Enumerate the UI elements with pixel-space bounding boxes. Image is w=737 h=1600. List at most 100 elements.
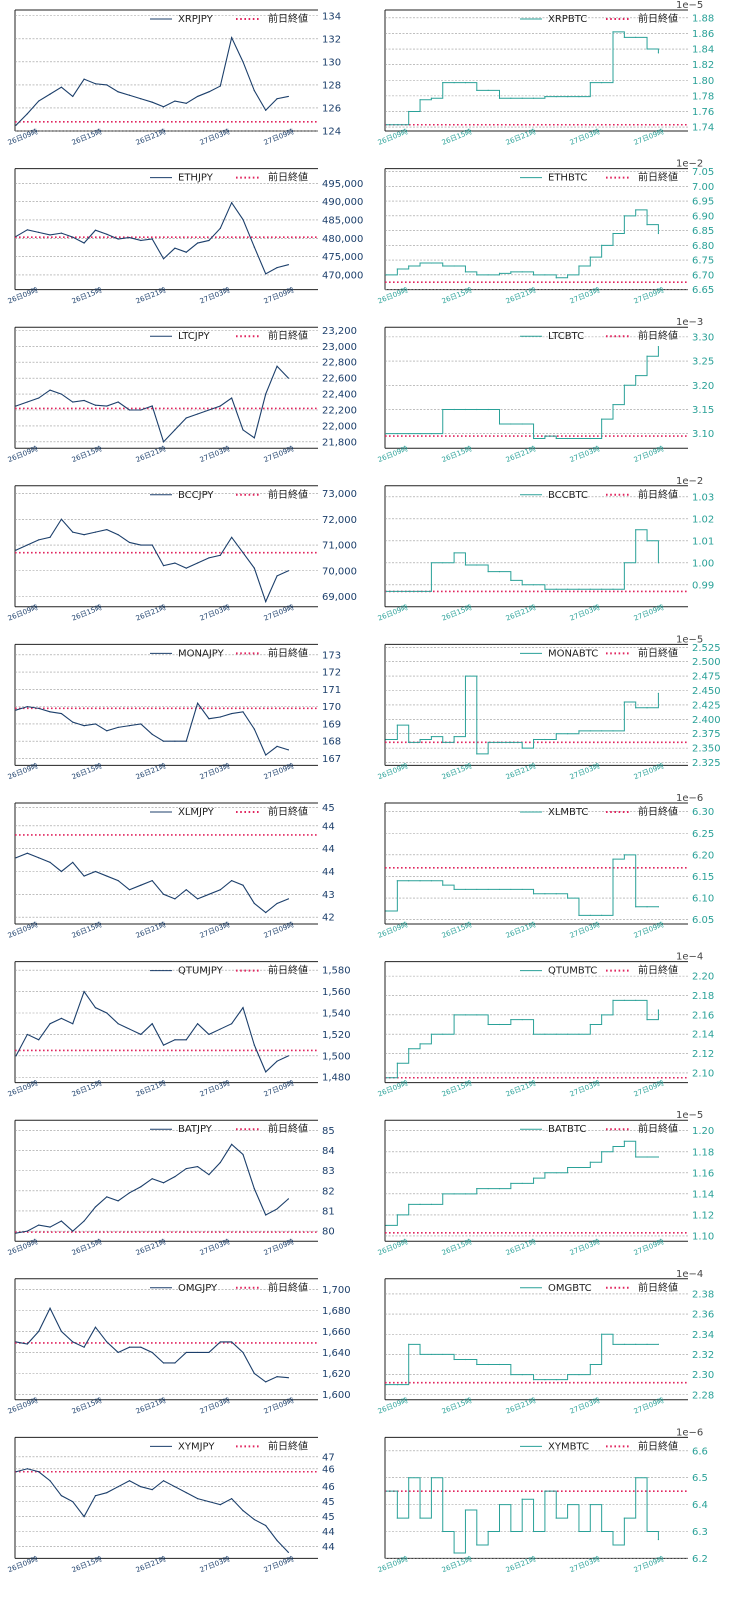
y-tick-label: 1.03 (692, 492, 714, 503)
data-point (532, 1530, 535, 1533)
data-point (532, 437, 535, 440)
y-tick-label: 1.82 (692, 60, 714, 71)
data-point (162, 740, 165, 742)
y-tick-label: 124 (322, 127, 341, 138)
data-point (72, 1023, 74, 1025)
y-tick-label: 6.5 (692, 1473, 708, 1484)
data-point (510, 1530, 512, 1533)
legend-prev-label: 前日終値 (268, 805, 308, 818)
data-point (408, 1343, 410, 1345)
data-point (60, 1220, 63, 1222)
data-point (26, 1468, 28, 1470)
data-point (567, 274, 569, 276)
data-point (623, 854, 625, 856)
y-tick-label: 23,000 (322, 342, 357, 353)
data-point (657, 1156, 660, 1158)
y-tick-label: 3.20 (692, 381, 714, 392)
scale-label: 1e−6 (676, 793, 703, 804)
data-point (106, 1012, 108, 1014)
legend-prev-label: 前日終値 (638, 805, 678, 818)
y-tick-label: 1,500 (322, 1051, 351, 1062)
data-point (106, 1341, 108, 1343)
data-point (231, 1143, 233, 1145)
data-point (140, 409, 142, 411)
data-point (646, 707, 648, 709)
data-point (498, 423, 501, 425)
data-point (555, 588, 557, 590)
data-point (464, 1358, 467, 1361)
data-point (242, 1153, 244, 1156)
y-tick-label: 6.6 (692, 1446, 708, 1457)
data-point (106, 528, 108, 531)
y-tick-label: 6.80 (692, 241, 714, 252)
data-point (532, 738, 535, 741)
data-point (231, 1498, 233, 1500)
data-point (476, 564, 478, 566)
data-point (94, 1326, 97, 1328)
data-point (532, 893, 535, 895)
data-point (623, 36, 625, 38)
legend-series-label: MONABTC (548, 648, 598, 659)
data-point (578, 588, 580, 590)
data-point (442, 1353, 444, 1356)
series-line-xymbtc (386, 1477, 659, 1554)
data-point (635, 1343, 637, 1345)
data-point (287, 264, 290, 266)
y-tick-label: 2.500 (692, 657, 721, 668)
data-point (567, 1373, 569, 1376)
data-point (219, 889, 221, 891)
data-point (646, 1019, 648, 1021)
data-point (442, 408, 444, 411)
data-point (60, 86, 63, 88)
data-point (185, 102, 187, 104)
data-point (521, 1498, 523, 1500)
data-point (430, 433, 433, 435)
data-point (140, 1186, 142, 1188)
data-point (15, 1232, 17, 1234)
data-point (657, 52, 660, 54)
y-tick-label: 6.10 (692, 894, 714, 905)
data-point (94, 404, 97, 406)
data-point (442, 1193, 444, 1195)
data-point (208, 409, 210, 411)
legend-series-label: XRPJPY (178, 14, 214, 25)
data-point (510, 1019, 512, 1021)
data-point (419, 1043, 421, 1045)
data-point (60, 518, 63, 520)
data-point (49, 389, 51, 391)
data-point (487, 408, 489, 411)
data-point (140, 98, 142, 100)
data-point (623, 384, 625, 386)
data-point (83, 725, 85, 727)
data-point (94, 1495, 97, 1497)
data-point (487, 1023, 489, 1026)
data-point (430, 1477, 433, 1479)
data-point (578, 1166, 580, 1169)
y-tick-label: 1.14 (692, 1189, 714, 1200)
data-point (646, 540, 648, 542)
data-point (231, 397, 233, 399)
data-point (140, 1033, 142, 1036)
data-point (26, 229, 28, 231)
data-point (498, 1363, 501, 1366)
legend-prev-label: 前日終値 (268, 329, 308, 342)
y-tick-label: 84 (322, 1146, 335, 1157)
data-point (635, 529, 637, 531)
data-point (185, 251, 187, 253)
y-tick-label: 470,000 (322, 270, 363, 281)
data-point (419, 590, 421, 593)
data-point (185, 1492, 187, 1494)
data-point (49, 1480, 51, 1482)
data-point (419, 1353, 421, 1356)
data-point (396, 1384, 398, 1386)
y-tick-label: 168 (322, 737, 341, 748)
data-point (510, 271, 512, 273)
data-point (128, 725, 131, 727)
y-tick-label: 2.18 (692, 991, 714, 1002)
data-point (487, 888, 489, 891)
data-point (117, 1023, 119, 1025)
